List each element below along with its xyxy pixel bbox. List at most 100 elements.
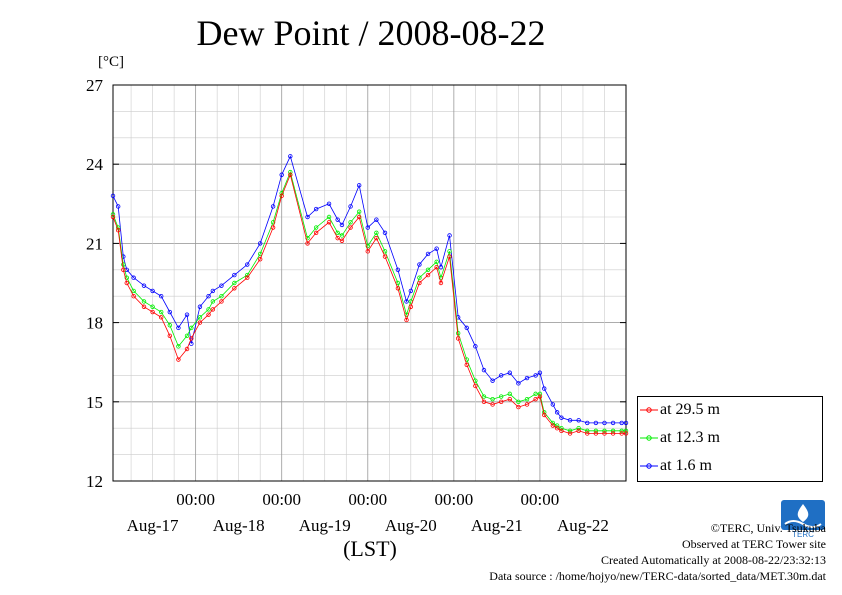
series-line	[112, 173, 626, 434]
legend-marker-red	[640, 407, 658, 413]
data-point	[305, 241, 310, 246]
data-point	[498, 373, 504, 378]
terc-logo: TERC	[781, 500, 825, 538]
data-point	[550, 423, 556, 428]
data-point	[313, 206, 319, 212]
y-tick-label: 18	[86, 314, 103, 333]
data-point	[124, 275, 129, 280]
data-point	[189, 336, 194, 341]
data-point	[516, 381, 521, 386]
data-point	[374, 230, 379, 236]
data-point	[167, 309, 173, 315]
wave-icon	[784, 520, 822, 528]
x-tick-label: 00:00	[434, 490, 473, 509]
data-point	[257, 257, 263, 262]
y-tick-label: 12	[86, 472, 103, 491]
data-point	[524, 375, 530, 381]
data-point	[365, 249, 370, 254]
data-point	[115, 227, 121, 233]
data-point	[567, 431, 573, 436]
chart-title: Dew Point / 2008-08-22	[196, 13, 546, 53]
data-point	[206, 307, 211, 312]
drop-icon	[797, 504, 809, 522]
source-text: Data source : /home/hojyo/new/TERC-data/…	[489, 569, 826, 583]
data-point	[490, 396, 495, 402]
data-point	[184, 333, 190, 338]
data-point	[438, 264, 444, 270]
copyright-text: ©TERC, Univ. Tsukuba	[710, 521, 826, 535]
data-point	[537, 394, 543, 399]
data-point	[279, 193, 284, 199]
series-line	[112, 155, 626, 424]
data-point	[382, 230, 388, 236]
data-point	[232, 272, 237, 278]
data-point	[464, 325, 469, 331]
data-point	[206, 312, 211, 317]
data-point	[245, 275, 250, 280]
x-date-label: Aug-20	[385, 516, 437, 535]
data-point	[270, 204, 276, 209]
data-point	[602, 428, 607, 434]
data-point	[110, 214, 116, 220]
data-point	[434, 264, 439, 270]
y-tick-label: 15	[86, 393, 103, 412]
data-point	[623, 431, 629, 436]
data-point	[425, 267, 431, 272]
data-point	[232, 286, 237, 291]
data-point	[438, 280, 444, 286]
data-point	[559, 426, 564, 431]
data-point	[279, 172, 284, 177]
data-point	[131, 288, 136, 294]
data-point	[374, 235, 379, 241]
data-point	[585, 431, 590, 436]
legend-label: at 29.5 m	[660, 401, 720, 418]
data-point	[542, 386, 547, 391]
data-point	[619, 428, 624, 434]
data-point	[382, 249, 388, 254]
data-point	[176, 325, 181, 331]
legend-item-29-5m: at 29.5 m	[638, 399, 822, 423]
data-point	[150, 288, 155, 294]
data-point	[593, 428, 599, 434]
logo-text: TERC	[792, 530, 814, 538]
data-point	[365, 243, 370, 249]
data-point	[339, 233, 345, 238]
data-point	[447, 254, 452, 259]
data-point	[490, 402, 495, 407]
data-point	[455, 336, 461, 341]
data-point	[339, 238, 345, 243]
data-point	[516, 399, 521, 404]
data-point	[348, 204, 353, 209]
legend-item-1-6m: at 1.6 m	[638, 455, 822, 479]
data-point	[593, 420, 599, 426]
data-point	[593, 431, 599, 436]
data-point	[507, 391, 513, 397]
data-point	[559, 428, 564, 434]
data-point	[326, 201, 332, 206]
data-point	[365, 225, 370, 230]
data-point	[176, 357, 181, 362]
data-point	[554, 423, 560, 428]
data-point	[481, 399, 487, 404]
data-point	[288, 172, 293, 177]
data-point	[356, 214, 362, 220]
y-tick-label: 24	[86, 155, 104, 174]
data-point	[167, 333, 173, 338]
data-point	[576, 418, 581, 423]
data-point	[335, 235, 340, 241]
data-point	[313, 225, 319, 230]
data-point	[516, 404, 521, 410]
data-point	[206, 294, 211, 299]
data-point	[219, 299, 224, 304]
data-point	[533, 373, 538, 378]
data-point	[533, 396, 538, 402]
data-point	[447, 233, 452, 238]
x-date-label: Aug-22	[557, 516, 609, 535]
data-point	[348, 225, 353, 230]
data-point	[434, 259, 439, 265]
data-point	[335, 217, 340, 222]
series-line	[112, 170, 626, 432]
data-point	[537, 370, 543, 375]
created-text: Created Automatically at 2008-08-22/23:3…	[601, 553, 826, 567]
